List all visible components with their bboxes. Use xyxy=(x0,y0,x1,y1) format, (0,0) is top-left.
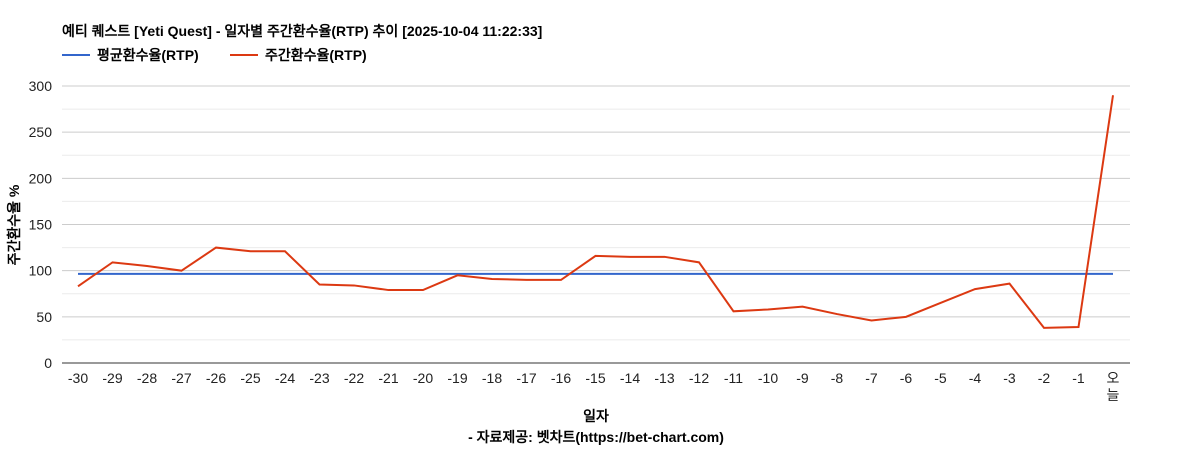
x-tick-label: -23 xyxy=(309,370,329,386)
x-tick-label: -18 xyxy=(482,370,502,386)
legend-label-weekly: 주간환수율(RTP) xyxy=(265,47,367,63)
legend: 평균환수율(RTP) 주간환수율(RTP) xyxy=(62,47,367,63)
x-tick-label: -3 xyxy=(1003,370,1016,386)
x-tick-label: -19 xyxy=(447,370,467,386)
x-tick-label: -16 xyxy=(551,370,571,386)
x-tick-label: -11 xyxy=(724,370,743,386)
chart-title: 예티 퀘스트 [Yeti Quest] - 일자별 주간환수율(RTP) 추이 … xyxy=(62,23,542,39)
x-tick-label: -27 xyxy=(171,370,191,386)
x-tick-label: -8 xyxy=(831,370,844,386)
y-tick-label: 100 xyxy=(29,263,53,279)
x-tick-label: -2 xyxy=(1038,370,1051,386)
x-tick-label: -30 xyxy=(68,370,88,386)
x-tick-label: -9 xyxy=(796,370,809,386)
x-tick-label: -4 xyxy=(969,370,982,386)
y-tick-label: 250 xyxy=(29,124,53,140)
x-tick-label: -7 xyxy=(865,370,878,386)
legend-label-average: 평균환수율(RTP) xyxy=(97,47,199,63)
y-tick-label: 300 xyxy=(29,78,53,94)
x-tick-label: 늘 xyxy=(1107,387,1120,403)
y-tick-label: 150 xyxy=(29,217,53,233)
weekly-rtp-line xyxy=(77,95,1114,329)
x-tick-label: -1 xyxy=(1072,370,1085,386)
x-tick-label: -22 xyxy=(344,370,364,386)
x-tick-label: -12 xyxy=(689,370,709,386)
x-tick-label: -20 xyxy=(413,370,433,386)
x-tick-label: -17 xyxy=(516,370,536,386)
x-tick-label: -10 xyxy=(758,370,778,386)
x-tick-label: 오 xyxy=(1107,370,1120,386)
x-tick-label: -15 xyxy=(585,370,605,386)
x-tick-label: -28 xyxy=(137,370,157,386)
y-tick-label: 0 xyxy=(44,355,52,371)
y-tick-label: 200 xyxy=(29,170,53,186)
x-tick-label: -14 xyxy=(620,370,640,386)
x-tick-label: -13 xyxy=(654,370,674,386)
x-axis-label: 일자 xyxy=(583,408,609,424)
source-credit: - 자료제공: 벳차트(https://bet-chart.com) xyxy=(468,429,724,445)
x-tick-label: -25 xyxy=(240,370,260,386)
x-tick-label: -21 xyxy=(378,370,398,386)
x-tick-label: -5 xyxy=(934,370,947,386)
y-tick-label: 50 xyxy=(36,309,52,325)
y-axis-label: 주간환수율 % xyxy=(6,184,22,265)
x-tick-label: -24 xyxy=(275,370,295,386)
x-tick-label: -6 xyxy=(900,370,913,386)
x-tick-label: -29 xyxy=(102,370,122,386)
x-tick-label: -26 xyxy=(206,370,226,386)
